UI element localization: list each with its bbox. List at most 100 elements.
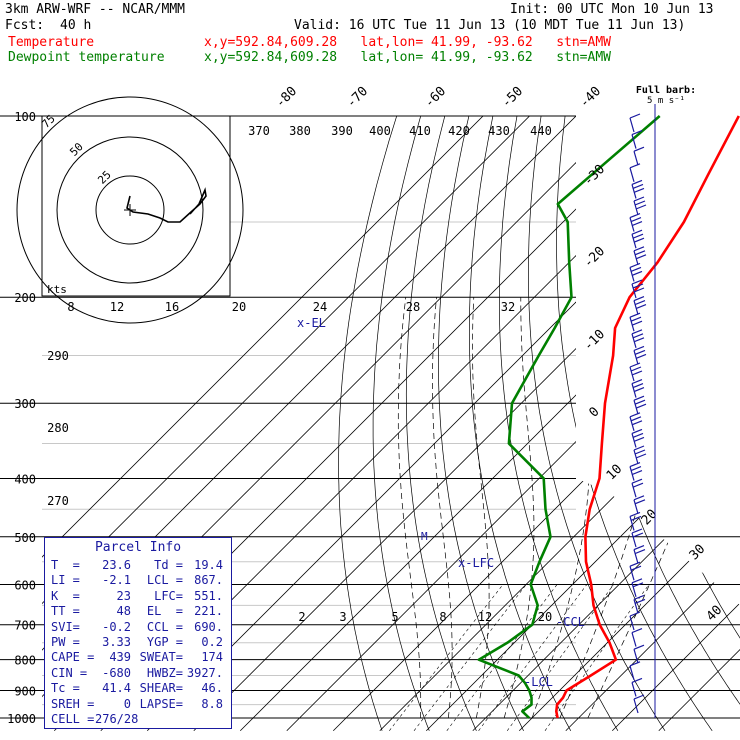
isotherm xyxy=(42,116,544,732)
dry-adiabat xyxy=(635,116,740,732)
wind-barb-flag xyxy=(633,445,645,451)
parcel-info-cell: SWEAT= xyxy=(139,650,183,665)
wind-barb-flag xyxy=(629,561,641,567)
parcel-info-cell: TT = xyxy=(51,604,80,619)
pressure-label-800: 800 xyxy=(14,654,36,668)
parcel-info-row: CAPE = 439 SWEAT= 174 xyxy=(51,650,231,665)
wind-barb xyxy=(633,649,639,664)
parcel-info-cell: CELL = xyxy=(51,712,95,727)
wind-barb-flag xyxy=(629,262,641,268)
parcel-info-cell: 221. xyxy=(194,604,223,619)
wind-barb xyxy=(633,499,639,514)
parcel-info-row: SREH = 0 LAPSE= 8.8 xyxy=(51,697,231,712)
pressure-label-1000: 1000 xyxy=(7,712,36,726)
theta-e-label-8: 8 xyxy=(67,300,74,314)
theta-e-label-32: 32 xyxy=(501,300,515,314)
wind-barb-flag xyxy=(630,316,642,322)
wind-barb-flag xyxy=(631,420,643,426)
pressure-label-500: 500 xyxy=(14,531,36,545)
isotherm xyxy=(658,116,740,732)
wind-barb xyxy=(629,267,635,282)
wind-barb-flag xyxy=(629,163,641,169)
isotherm-label--60: -60 xyxy=(422,84,449,111)
wind-barb xyxy=(633,549,639,564)
barb-caption-line1: Full barb: xyxy=(636,85,696,96)
theta-label-390: 390 xyxy=(331,124,353,138)
wind-barb-flag xyxy=(633,395,645,401)
hodograph-ring xyxy=(95,175,165,245)
parcel-info-cell: 3.33 xyxy=(102,635,131,650)
wind-barbs-layer xyxy=(629,104,656,718)
wind-barb-flag xyxy=(631,179,643,185)
parcel-info-title: Parcel Info xyxy=(94,540,182,555)
isotherm xyxy=(239,116,740,732)
mean-marker: M xyxy=(421,530,428,543)
wind-barb-flag xyxy=(631,677,643,683)
theta-e-label-24: 24 xyxy=(313,300,327,314)
pressure-label-300: 300 xyxy=(14,397,36,411)
dry-adiabat xyxy=(469,116,572,731)
wind-barb xyxy=(631,383,637,398)
dry-adiabat xyxy=(732,116,740,732)
wind-barb-flag xyxy=(629,611,641,617)
parcel-info-cell: HWBZ= xyxy=(146,665,183,680)
dry-adiabat xyxy=(528,116,666,731)
wind-barb-flag xyxy=(634,449,646,455)
parcel-info-cell: 46. xyxy=(201,681,223,696)
wind-barb-flag xyxy=(634,598,646,604)
parcel-info-cell: 41.4 xyxy=(102,681,131,696)
parcel-info-cell: 0.2 xyxy=(201,635,223,650)
theta-label-280: 280 xyxy=(47,421,69,435)
wind-barb-flag xyxy=(631,320,643,326)
wind-barb xyxy=(633,449,639,465)
parcel-info-cell: LFC= xyxy=(154,588,183,603)
wind-barb xyxy=(629,615,635,631)
parcel-info-cell: 8.8 xyxy=(201,696,223,711)
mixing-ratio-label-8: 8 xyxy=(439,610,446,624)
wind-barb-flag xyxy=(631,528,643,534)
parcel-info-row: TT = 48 EL = 221. xyxy=(51,604,231,619)
wind-barb-flag xyxy=(633,337,645,343)
theta-label-400: 400 xyxy=(369,124,391,138)
parcel-info-cell: 867. xyxy=(194,573,223,588)
wind-barb xyxy=(631,532,637,548)
isotherm-label--50: -50 xyxy=(499,84,526,111)
parcel-info-cell: 439 xyxy=(109,650,131,665)
wind-barb xyxy=(629,566,635,581)
dry-adiabat xyxy=(660,116,740,732)
wind-barb-flag xyxy=(633,287,645,293)
wind-barb-flag xyxy=(631,428,643,434)
wind-barb xyxy=(629,416,635,431)
wind-barb-flag xyxy=(632,482,644,488)
parcel-info-row: K = 23 LFC= 551. xyxy=(51,589,231,604)
wind-barb xyxy=(629,317,635,332)
wind-barb xyxy=(631,234,637,249)
wind-barb xyxy=(629,665,635,680)
wind-barb-flag xyxy=(633,246,645,252)
wind-barb xyxy=(629,217,635,232)
wind-barb-flag xyxy=(631,221,643,227)
wind-barb xyxy=(629,167,635,182)
wind-barb xyxy=(631,333,637,348)
wind-barb-flag xyxy=(633,387,645,393)
pressure-label-900: 900 xyxy=(14,684,36,698)
wind-barb xyxy=(633,350,639,365)
parcel-info-cell: CCL = xyxy=(146,619,183,634)
wind-barb-flag xyxy=(630,266,642,272)
wind-barb-flag xyxy=(632,532,644,538)
wind-barb-flag xyxy=(631,279,643,285)
wind-barb-flag xyxy=(630,416,642,422)
wind-barb-flag xyxy=(634,499,646,505)
wind-barb xyxy=(633,599,639,614)
dry-adiabat xyxy=(499,116,619,731)
wind-barb-flag xyxy=(635,403,647,409)
parcel-info-cell: 551. xyxy=(194,588,223,603)
parcel-info-cell: -2.1 xyxy=(102,573,131,588)
wind-barb-flag xyxy=(634,349,646,355)
moist-adiabat xyxy=(559,297,663,719)
wind-barb-flag xyxy=(630,366,642,372)
wind-barb xyxy=(629,117,635,133)
parcel-info-box: Parcel Info T = 23.6 Td = 19.4 LI = -2.1 LCL =… xyxy=(44,537,232,729)
parcel-info-cell: LI = xyxy=(51,573,80,588)
